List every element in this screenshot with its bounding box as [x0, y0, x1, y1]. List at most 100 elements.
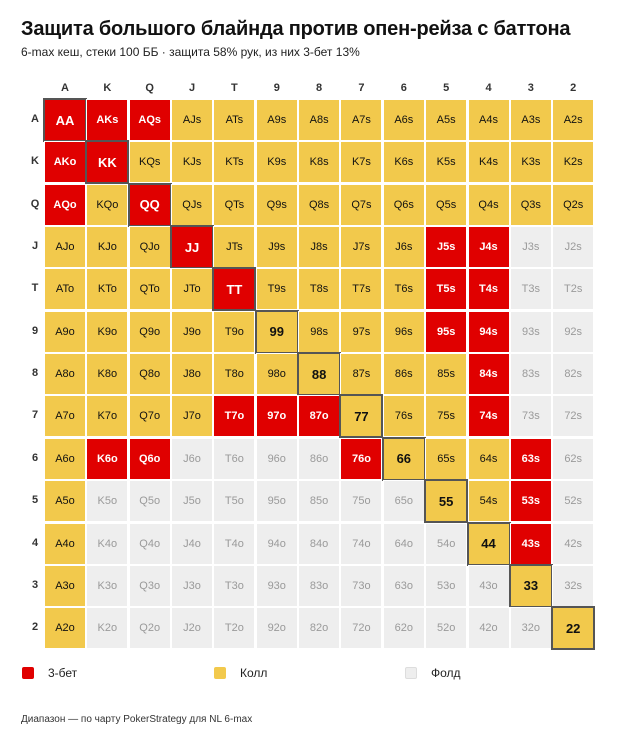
- hand-cell-KJo: KJo: [86, 226, 129, 269]
- hand-cell-65o: 65o: [382, 480, 425, 523]
- legend-item-call: Колл: [214, 665, 267, 681]
- legend-label-raise: 3-бет: [48, 666, 78, 680]
- hand-cell-A8o: A8o: [44, 353, 86, 396]
- hand-cell-K5o: K5o: [86, 480, 129, 523]
- hand-cell-98o: 98o: [255, 353, 298, 396]
- hand-cell-77: 77: [340, 395, 383, 438]
- hand-cell-K3s: K3s: [509, 141, 552, 184]
- hand-cell-JTo: JTo: [171, 268, 214, 311]
- hand-cell-T7o: T7o: [213, 395, 256, 438]
- hand-cell-85s: 85s: [425, 353, 468, 396]
- hand-cell-J3s: J3s: [509, 226, 552, 269]
- hand-cell-Q8o: Q8o: [128, 353, 171, 396]
- hand-cell-K3o: K3o: [86, 564, 129, 607]
- hand-cell-Q4s: Q4s: [467, 183, 510, 226]
- hand-cell-J9o: J9o: [171, 310, 214, 353]
- hand-cell-ATs: ATs: [213, 99, 256, 141]
- hand-cell-JJ: JJ: [171, 226, 214, 269]
- hand-cell-T4o: T4o: [213, 522, 256, 565]
- hand-cell-J4s: J4s: [467, 226, 510, 269]
- hand-cell-J2s: J2s: [552, 226, 595, 269]
- hand-cell-63o: 63o: [382, 564, 425, 607]
- row-label-5: 5: [31, 494, 39, 507]
- hand-cell-J8o: J8o: [171, 353, 214, 396]
- hand-cell-Q2o: Q2o: [128, 607, 171, 650]
- hand-cell-93s: 93s: [509, 310, 552, 353]
- hand-cell-Q9o: Q9o: [128, 310, 171, 353]
- hand-cell-98s: 98s: [298, 310, 341, 353]
- hand-cell-KQo: KQo: [86, 183, 129, 226]
- hand-cell-Q7o: Q7o: [128, 395, 171, 438]
- row-label-9: 9: [31, 324, 39, 337]
- hand-cell-82o: 82o: [298, 607, 341, 650]
- hand-cell-87s: 87s: [340, 353, 383, 396]
- hand-cell-53o: 53o: [425, 564, 468, 607]
- hand-cell-A3s: A3s: [509, 99, 552, 141]
- hand-cell-Q8s: Q8s: [298, 183, 341, 226]
- hand-cell-QJs: QJs: [171, 183, 214, 226]
- hand-cell-66: 66: [382, 437, 425, 480]
- hand-cell-K2o: K2o: [86, 607, 129, 650]
- hand-cell-AA: AA: [44, 99, 86, 141]
- hand-cell-22: 22: [552, 607, 595, 650]
- hand-cell-95s: 95s: [425, 310, 468, 353]
- row-label-8: 8: [31, 367, 39, 380]
- hand-cell-82s: 82s: [552, 353, 595, 396]
- hand-cell-A5o: A5o: [44, 480, 86, 523]
- hand-cell-42o: 42o: [467, 607, 510, 650]
- column-label-8: 8: [316, 82, 323, 94]
- hand-cell-73o: 73o: [340, 564, 383, 607]
- hand-cell-K9o: K9o: [86, 310, 129, 353]
- hand-cell-KJs: KJs: [171, 141, 214, 184]
- hand-cell-T5o: T5o: [213, 480, 256, 523]
- hand-cell-83o: 83o: [298, 564, 341, 607]
- hand-cell-KK: KK: [86, 141, 129, 184]
- hand-cell-T4s: T4s: [467, 268, 510, 311]
- hand-cell-T9s: T9s: [255, 268, 298, 311]
- hand-cell-A4o: A4o: [44, 522, 86, 565]
- legend-item-raise: 3-бет: [22, 665, 77, 681]
- hand-cell-J6o: J6o: [171, 437, 214, 480]
- row-label-7: 7: [31, 409, 39, 422]
- column-label-5: 5: [443, 82, 450, 94]
- hand-cell-A9s: A9s: [255, 99, 298, 141]
- hand-cell-A2o: A2o: [44, 607, 86, 650]
- column-label-4: 4: [485, 82, 492, 94]
- hand-cell-Q2s: Q2s: [552, 183, 595, 226]
- hand-cell-AQs: AQs: [128, 99, 171, 141]
- hand-cell-K5s: K5s: [425, 141, 468, 184]
- hand-cell-72s: 72s: [552, 395, 595, 438]
- hand-cell-84s: 84s: [467, 353, 510, 396]
- hand-cell-93o: 93o: [255, 564, 298, 607]
- hand-cell-52s: 52s: [552, 480, 595, 523]
- hand-cell-73s: 73s: [509, 395, 552, 438]
- hand-cell-62o: 62o: [382, 607, 425, 650]
- hand-cell-QTo: QTo: [128, 268, 171, 311]
- hand-cell-A9o: A9o: [44, 310, 86, 353]
- hand-cell-54s: 54s: [467, 480, 510, 523]
- hand-cell-K8o: K8o: [86, 353, 129, 396]
- hand-cell-J4o: J4o: [171, 522, 214, 565]
- legend-label-call: Колл: [240, 666, 268, 680]
- hand-cell-A4s: A4s: [467, 99, 510, 141]
- hand-cell-QQ: QQ: [128, 183, 171, 226]
- hand-cell-T3s: T3s: [509, 268, 552, 311]
- hand-cell-T6s: T6s: [382, 268, 425, 311]
- column-label-A: A: [61, 82, 69, 94]
- hand-cell-J3o: J3o: [171, 564, 214, 607]
- row-label-K: K: [31, 155, 39, 168]
- hand-cell-53s: 53s: [509, 480, 552, 523]
- column-label-3: 3: [527, 82, 534, 94]
- column-label-Q: Q: [145, 82, 154, 94]
- hand-cell-Q7s: Q7s: [340, 183, 383, 226]
- hand-cell-65s: 65s: [425, 437, 468, 480]
- row-label-Q: Q: [30, 197, 40, 210]
- hand-cell-Q3s: Q3s: [509, 183, 552, 226]
- hand-cell-TT: TT: [213, 268, 256, 311]
- hand-cell-K6s: K6s: [382, 141, 425, 184]
- hand-cell-52o: 52o: [425, 607, 468, 650]
- hand-cell-K2s: K2s: [552, 141, 595, 184]
- hand-cell-86s: 86s: [382, 353, 425, 396]
- hand-cell-Q5o: Q5o: [128, 480, 171, 523]
- hand-cell-K7s: K7s: [340, 141, 383, 184]
